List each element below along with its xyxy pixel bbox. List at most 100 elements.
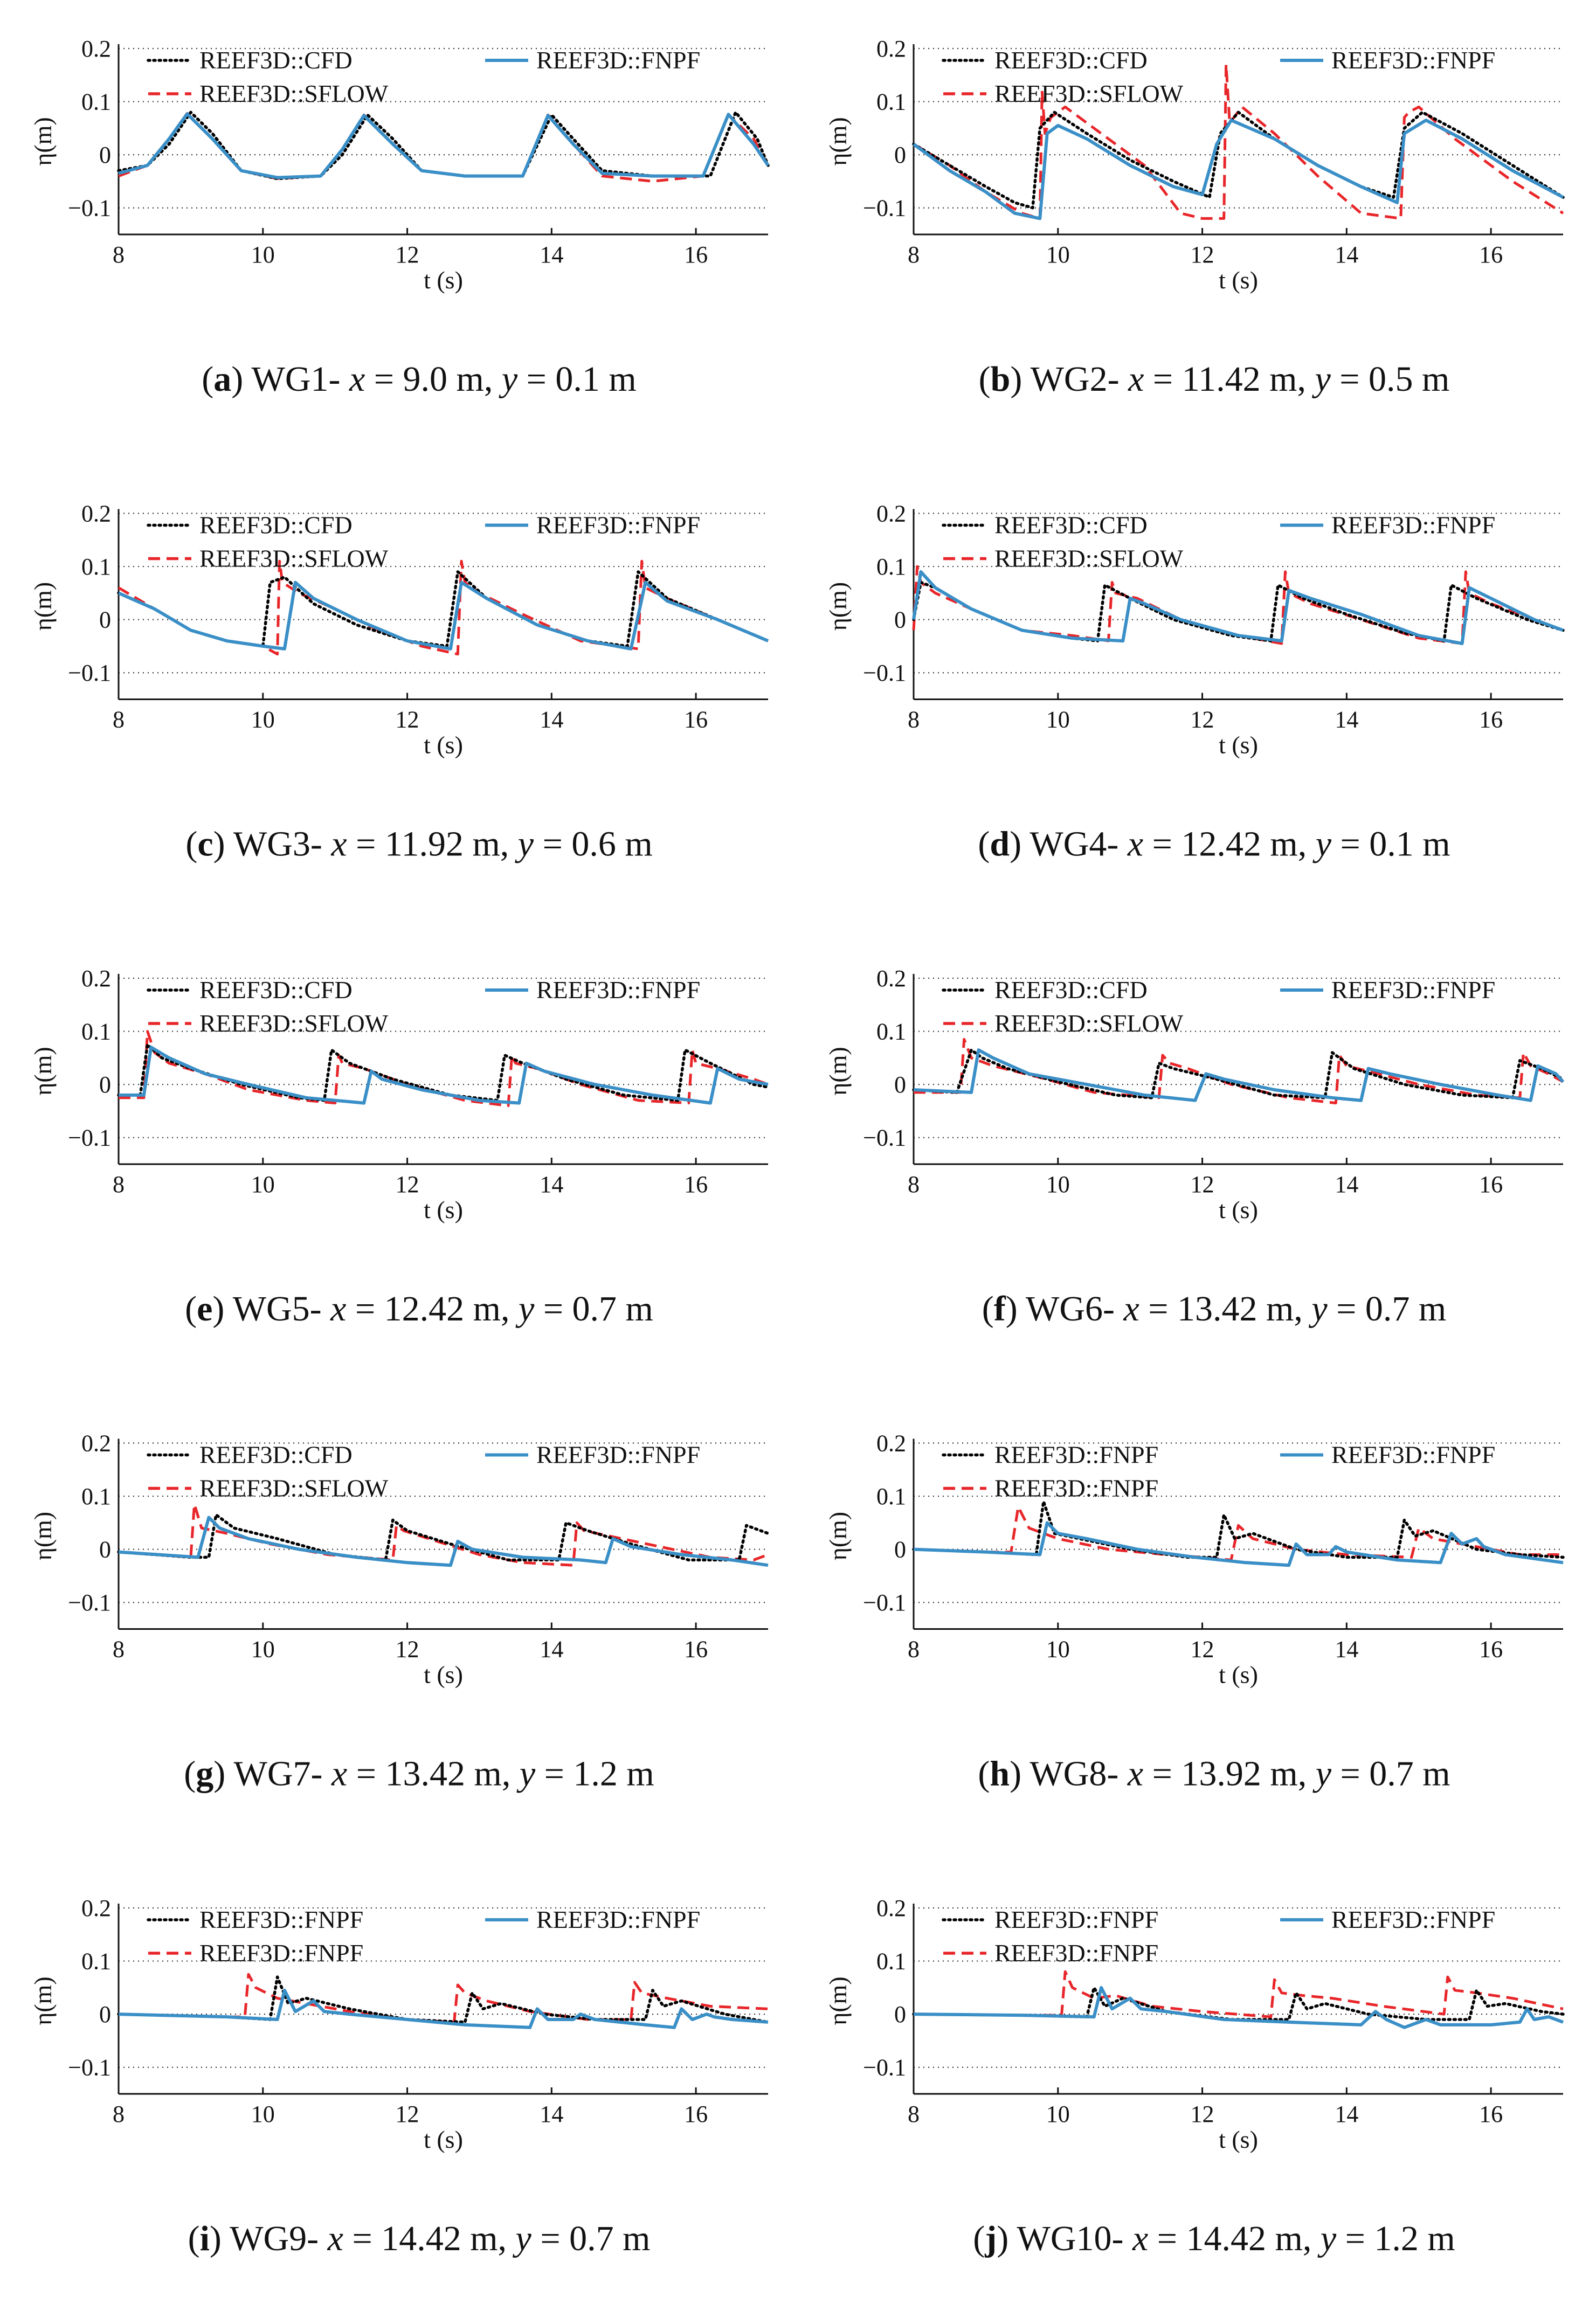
caption-part: WG9 bbox=[230, 2219, 307, 2258]
y-axis-label: η(m) bbox=[29, 1512, 57, 1560]
y-tick-label: 0.2 bbox=[81, 36, 111, 62]
caption-part: y bbox=[1312, 1754, 1332, 1794]
caption-part: 0.7 m bbox=[572, 1289, 653, 1329]
x-tick-label: 10 bbox=[1046, 707, 1070, 733]
y-axis-label: η(m) bbox=[824, 1512, 852, 1560]
panel-a: 0.20.10−0.18 10 12 14 16t (s) η(m) REEF3D::CFD… bbox=[29, 36, 770, 399]
legend-label: REEF3D::FNPF bbox=[1331, 511, 1495, 539]
caption-part: 0.7 m bbox=[1369, 1754, 1450, 1794]
x-tick-label: 10 bbox=[251, 2101, 275, 2127]
x-tick-label: 14 bbox=[1335, 707, 1358, 733]
x-tick-label: 14 bbox=[540, 241, 563, 268]
x-tick-label: 10 bbox=[251, 1171, 275, 1198]
legend-label: REEF3D::CFD bbox=[199, 976, 353, 1004]
caption-part: j bbox=[984, 2219, 997, 2258]
x-tick-label: 10 bbox=[1046, 2101, 1070, 2127]
x-tick-label: 16 bbox=[684, 2101, 708, 2127]
x-tick-label: 8 bbox=[113, 241, 125, 268]
y-axis-label: η(m) bbox=[824, 1976, 852, 2025]
x-tick-label: 16 bbox=[1479, 2101, 1503, 2127]
panel-i: 0.20.10−0.18 10 12 14 16t (s) η(m) REEF3D::FNP… bbox=[29, 1895, 770, 2258]
caption: (j) WG10- x = 14.42 m, y = 1.2 m bbox=[973, 2219, 1455, 2258]
x-tick-label: 10 bbox=[251, 1636, 275, 1663]
legend-label: REEF3D::FNPF bbox=[536, 1441, 700, 1469]
caption: (i) WG9- x = 14.42 m, y = 0.7 m bbox=[188, 2219, 651, 2258]
y-tick-label: 0.1 bbox=[81, 1483, 111, 1510]
caption-part: x bbox=[349, 359, 365, 399]
y-axis-label: η(m) bbox=[29, 1976, 57, 2025]
x-tick-label: 12 bbox=[396, 1171, 419, 1198]
legend-label: REEF3D::FNPF bbox=[1331, 46, 1495, 74]
x-axis-label: t (s) bbox=[424, 2126, 463, 2153]
series-line-dashed bbox=[913, 63, 1564, 220]
caption-part: y bbox=[1312, 825, 1332, 864]
caption-part: x bbox=[1128, 359, 1144, 399]
caption-part: c bbox=[197, 825, 213, 864]
y-tick-label: 0.1 bbox=[81, 1948, 111, 1975]
y-tick-label: 0.1 bbox=[876, 1019, 906, 1045]
caption-part: 12.42 m bbox=[1181, 825, 1297, 864]
caption-part: g bbox=[196, 1754, 213, 1794]
x-axis-label: t (s) bbox=[1219, 266, 1258, 294]
caption-part: 13.42 m bbox=[1177, 1289, 1294, 1329]
y-tick-label: −0.1 bbox=[68, 660, 111, 686]
x-axis-label: t (s) bbox=[424, 1196, 463, 1223]
caption: (a) WG1- x = 9.0 m, y = 0.1 m bbox=[202, 359, 636, 399]
x-axis-label: t (s) bbox=[1219, 2126, 1258, 2153]
caption-part: b bbox=[991, 359, 1011, 399]
y-tick-label: 0.2 bbox=[876, 1895, 906, 1921]
panel-e: 0.20.10−0.18 10 12 14 16t (s) η(m) REEF3D::CFD… bbox=[29, 965, 770, 1329]
series-line-dotted bbox=[912, 1986, 1565, 2021]
y-tick-label: 0.2 bbox=[876, 36, 906, 62]
series-line-dotted bbox=[912, 1048, 1565, 1099]
series-line-solid bbox=[119, 1046, 769, 1105]
y-tick-label: 0.2 bbox=[81, 501, 111, 527]
caption-part: x bbox=[327, 2219, 343, 2258]
x-axis-label: t (s) bbox=[1219, 1661, 1258, 1689]
legend-label: REEF3D::FNPF bbox=[1331, 1441, 1495, 1469]
legend-label: REEF3D::FNPF bbox=[199, 1939, 363, 1967]
x-tick-label: 12 bbox=[1191, 707, 1214, 733]
series-line-dotted bbox=[117, 1975, 770, 2024]
series-group bbox=[117, 559, 770, 656]
x-tick-label: 16 bbox=[684, 1636, 708, 1663]
series-line-solid bbox=[913, 119, 1564, 220]
y-axis-label: η(m) bbox=[29, 582, 57, 631]
legend-label: REEF3D::FNPF bbox=[536, 976, 700, 1004]
x-axis-label: t (s) bbox=[424, 1661, 463, 1689]
caption-part: f bbox=[994, 1289, 1006, 1329]
x-tick-label: 8 bbox=[908, 2101, 920, 2127]
x-tick-label: 16 bbox=[684, 1171, 708, 1198]
x-tick-label: 14 bbox=[1335, 2101, 1358, 2127]
caption-part: a bbox=[213, 359, 231, 399]
legend-label: REEF3D::FNPF bbox=[994, 1939, 1158, 1967]
caption-part: 0.7 m bbox=[569, 2219, 650, 2258]
x-tick-label: 14 bbox=[540, 1171, 563, 1198]
x-tick-label: 14 bbox=[540, 707, 563, 733]
x-tick-label: 10 bbox=[251, 241, 275, 268]
series-line-dashed bbox=[118, 112, 770, 183]
x-tick-label: 12 bbox=[1191, 1171, 1214, 1198]
y-tick-label: 0 bbox=[99, 607, 111, 633]
x-tick-label: 16 bbox=[684, 241, 708, 268]
caption-part: x bbox=[1127, 1754, 1143, 1794]
y-tick-label: 0.2 bbox=[876, 501, 906, 527]
x-tick-label: 12 bbox=[396, 2101, 419, 2127]
y-tick-label: 0 bbox=[894, 2001, 906, 2028]
caption-part: x bbox=[1123, 1289, 1139, 1329]
caption: (g) WG7- x = 13.42 m, y = 1.2 m bbox=[184, 1754, 654, 1794]
y-tick-label: 0.1 bbox=[876, 1948, 906, 1975]
caption-part: y bbox=[499, 359, 518, 399]
x-tick-label: 14 bbox=[1335, 1636, 1358, 1663]
legend-label: REEF3D::FNPF bbox=[994, 1441, 1158, 1469]
caption-part: WG1 bbox=[252, 359, 329, 399]
y-tick-label: −0.1 bbox=[68, 1125, 111, 1151]
x-tick-label: 12 bbox=[396, 241, 419, 268]
series-group bbox=[912, 63, 1565, 220]
panel-h: 0.20.10−0.18 10 12 14 16t (s) η(m) REEF3D::FNP… bbox=[824, 1430, 1565, 1794]
legend-label: REEF3D::SFLOW bbox=[199, 1475, 389, 1502]
